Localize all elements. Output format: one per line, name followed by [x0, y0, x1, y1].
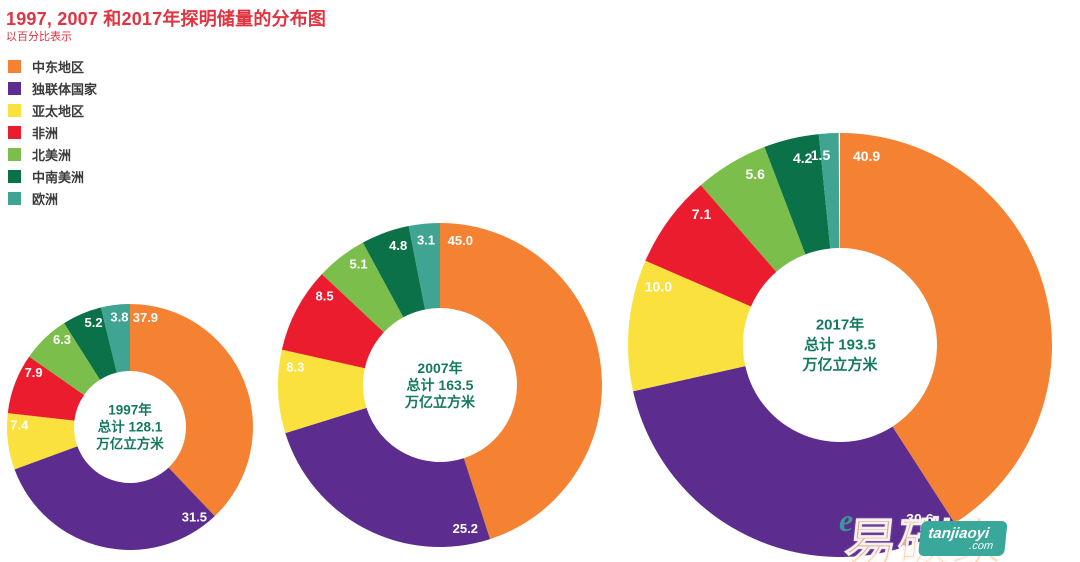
legend-item-north-america: 北美洲 [8, 143, 97, 165]
legend-label: 独联体国家 [32, 81, 98, 97]
donut-center-label: 2007年 [417, 360, 462, 376]
donut-slice-中南美洲 [764, 134, 831, 255]
legend-item-africa: 非洲 [8, 121, 97, 143]
donut-center-label: 总计 163.5 [407, 377, 474, 393]
legend-label: 亚太地区 [32, 103, 85, 119]
donut-slice-中南美洲 [362, 226, 426, 318]
slice-value-label: 5.2 [85, 315, 103, 330]
donut-slice-亚太地区 [7, 413, 78, 470]
donut-slice-中东地区 [440, 223, 602, 540]
slice-value-label: 7.1 [692, 206, 712, 222]
slice-value-label: 4.8 [389, 238, 407, 253]
legend-item-cis: 独联体国家 [8, 77, 97, 99]
slice-value-label: 31.5 [182, 510, 207, 525]
slice-value-label: 8.5 [316, 288, 334, 303]
donut-slice-独联体国家 [14, 446, 215, 550]
slice-value-label: 10.0 [645, 278, 672, 294]
donut-center-label: 万亿立方米 [404, 394, 476, 410]
donut-slice-北美洲 [700, 146, 806, 272]
legend-swatch-north-america [8, 147, 21, 161]
legend-swatch-europe [8, 191, 21, 205]
donut-center-label: 总计 128.1 [98, 419, 163, 435]
slice-value-label: 37.9 [133, 310, 158, 325]
donut-slice-中南美洲 [64, 307, 117, 380]
legend-swatch-africa [8, 125, 21, 139]
donut-center-label: 万亿立方米 [801, 356, 878, 374]
donut-slice-中东地区 [130, 304, 253, 517]
legend-swatch-cis [8, 81, 21, 95]
donut-slice-北美洲 [321, 242, 404, 333]
legend-label: 北美洲 [32, 147, 72, 163]
legend-label: 中东地区 [32, 59, 85, 75]
donut-center-label: 万亿立方米 [95, 436, 164, 452]
slice-value-label: 5.6 [745, 166, 765, 182]
donut-slice-非洲 [281, 274, 384, 369]
donut-slice-非洲 [645, 185, 777, 307]
donut-slice-亚太地区 [277, 349, 367, 434]
page-title: 1997, 2007 和2017年探明储量的分布图 [6, 9, 327, 29]
donut-slice-亚太地区 [628, 260, 751, 392]
legend-item-asia-pacific: 亚太地区 [8, 99, 97, 121]
donut-slice-北美洲 [29, 323, 100, 395]
donut-center-label: 2017年 [816, 316, 864, 334]
legend-label: 欧洲 [32, 191, 59, 207]
slice-value-label: 40.9 [853, 148, 880, 164]
slice-value-label: 45.0 [448, 233, 473, 248]
slice-value-label: 3.1 [417, 232, 435, 247]
slice-value-label: 7.4 [10, 418, 29, 433]
legend-swatch-middle-east [8, 59, 21, 73]
donut-center-label: 1997年 [108, 402, 152, 418]
legend-swatch-asia-pacific [8, 103, 21, 117]
legend-swatch-central-south-america [8, 169, 21, 183]
slice-value-label: 8.3 [286, 360, 304, 375]
donut-slice-欧洲 [100, 304, 130, 373]
slice-value-label: 5.1 [350, 257, 368, 272]
slice-value-label: 25.2 [453, 521, 478, 536]
donut-slice-独联体国家 [285, 407, 491, 547]
slice-value-label: 30.6 [906, 510, 933, 526]
slice-value-label: 7.9 [25, 365, 43, 380]
page-subtitle: 以百分比表示 [6, 31, 72, 43]
legend-item-central-south-america: 中南美洲 [8, 165, 97, 187]
legend-item-europe: 欧洲 [8, 187, 97, 209]
slice-value-label: 6.3 [53, 332, 71, 347]
legend-label: 中南美洲 [32, 169, 85, 185]
slice-value-label: 1.5 [811, 147, 831, 163]
donut-slice-非洲 [7, 356, 85, 421]
legend: 中东地区 独联体国家 亚太地区 非洲 北美洲 中南美洲 欧洲 [8, 55, 97, 209]
donut-slice-欧洲 [408, 223, 440, 310]
donut-slice-欧洲 [818, 133, 840, 249]
legend-item-middle-east: 中东地区 [8, 55, 97, 77]
donut-slice-中东地区 [840, 133, 1053, 524]
donut-center-label: 总计 193.5 [804, 336, 876, 354]
slice-value-label: 3.8 [110, 309, 128, 324]
donut-slice-独联体国家 [633, 366, 955, 557]
slice-value-label: 4.2 [793, 150, 813, 166]
legend-label: 非洲 [32, 125, 59, 141]
